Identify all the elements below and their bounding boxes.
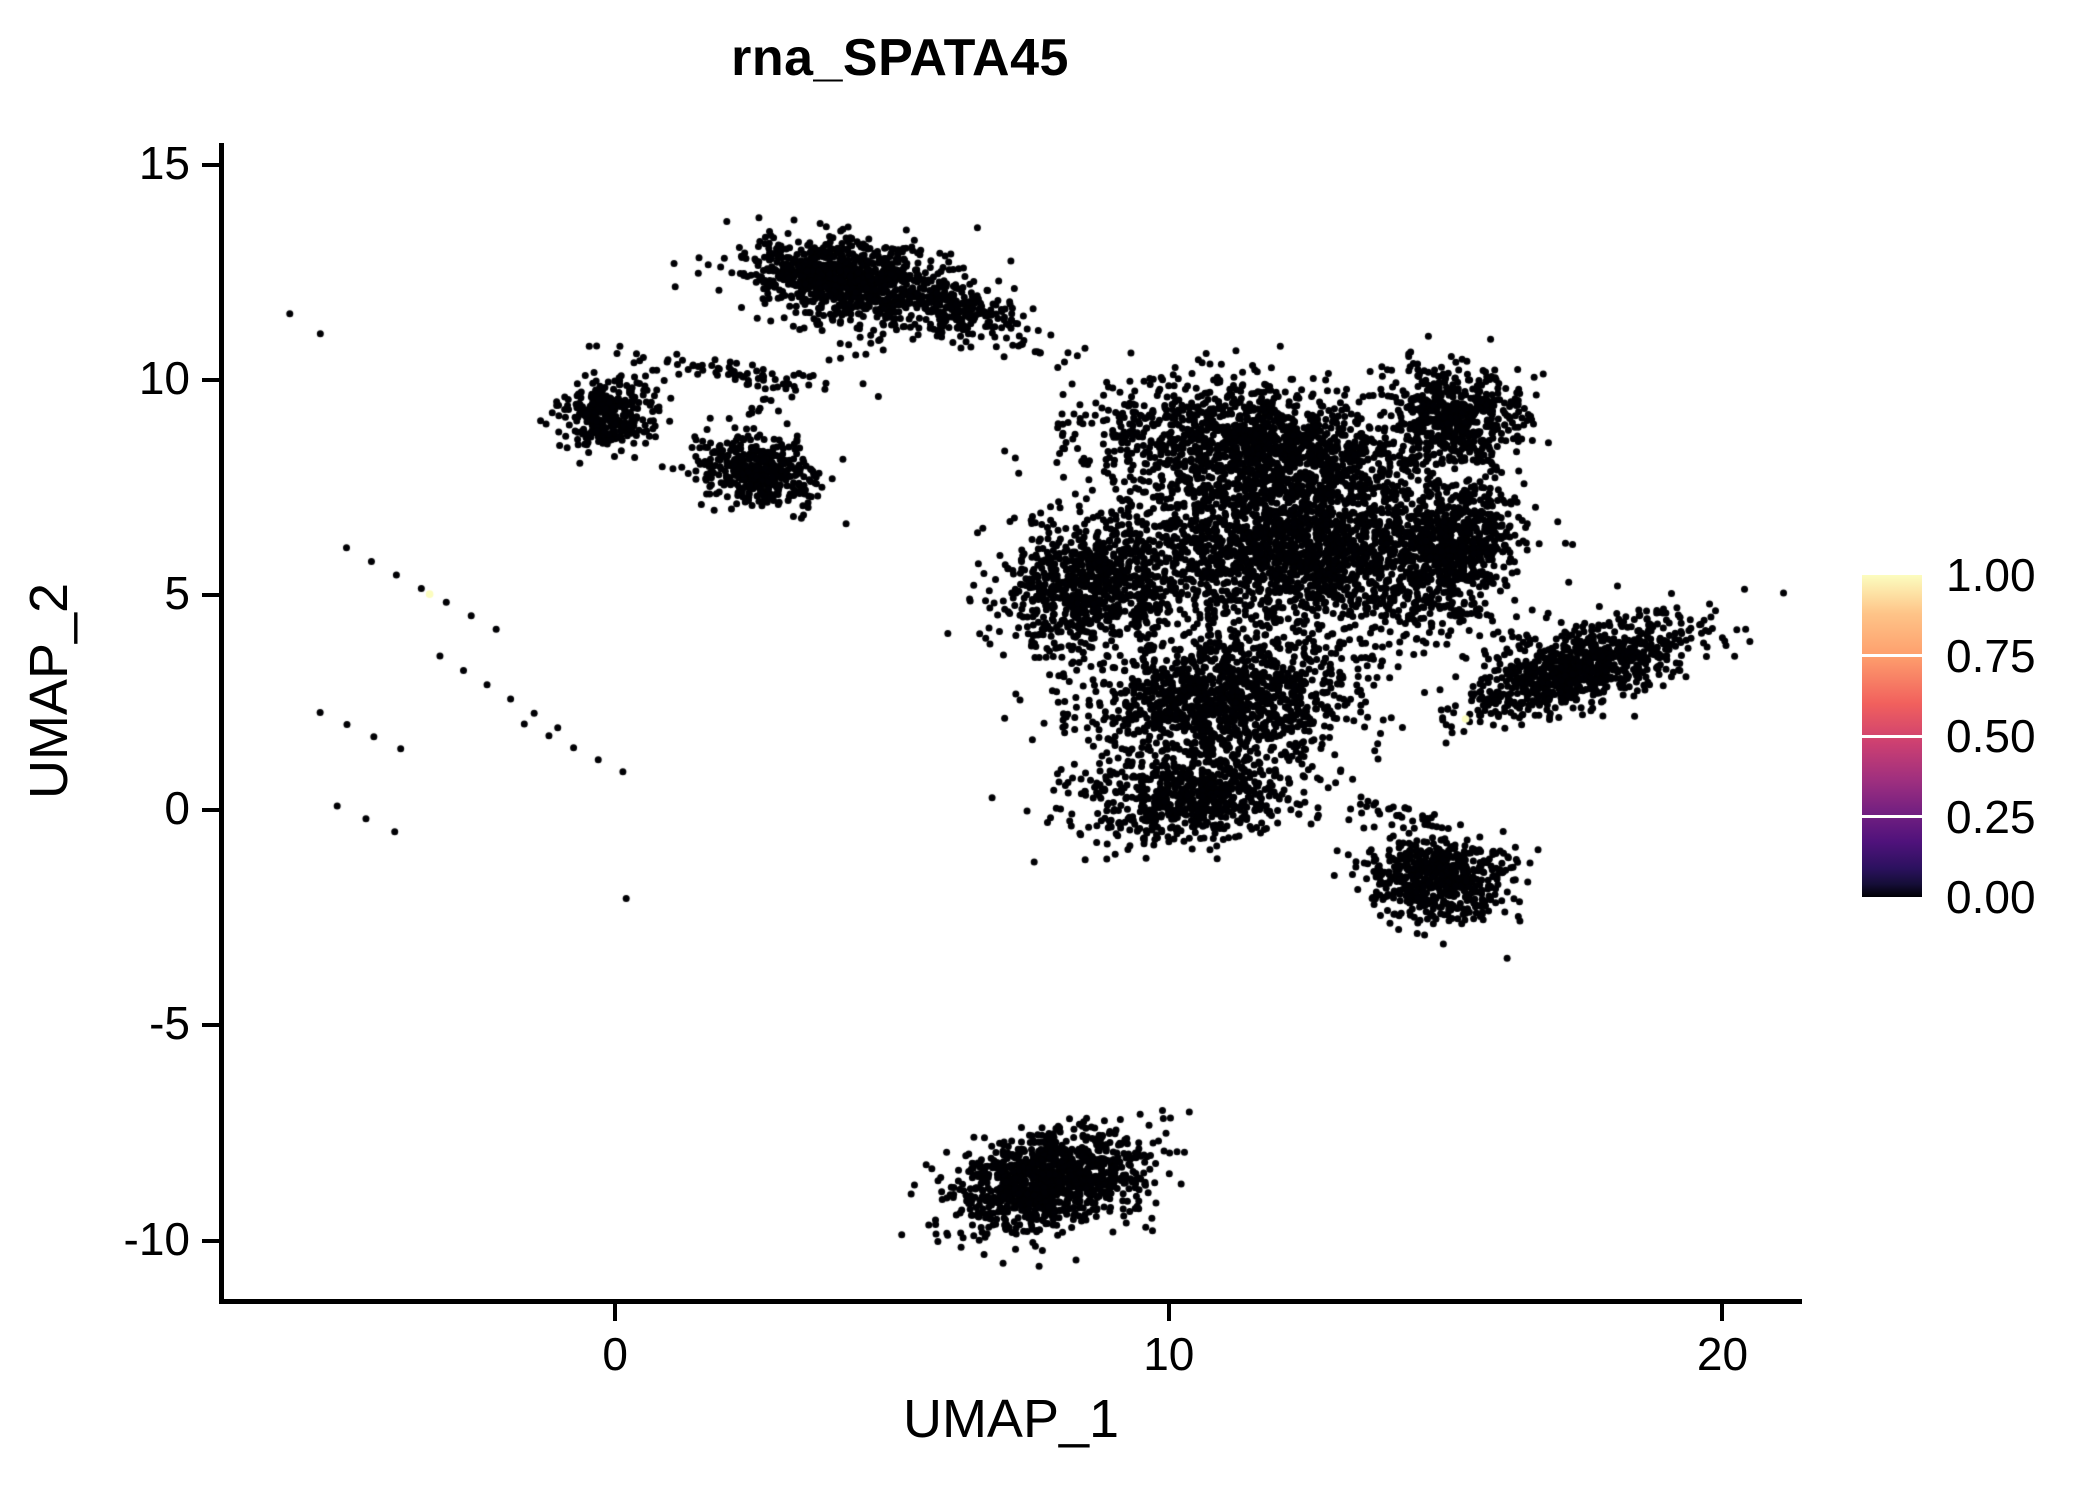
x-axis-tick-label: 20 xyxy=(1696,1328,1749,1380)
color-legend: 0.00 0.25 0.50 0.75 1.00 xyxy=(1862,549,2082,923)
x-axis-tick xyxy=(1166,1304,1171,1321)
colorbar-label: 0.50 xyxy=(1946,710,2036,762)
colorbar-tick xyxy=(1862,815,1922,818)
y-axis-title: UMAP_2 xyxy=(19,582,79,800)
y-axis-tick-label: -5 xyxy=(149,997,190,1050)
x-axis-tick xyxy=(1720,1304,1725,1321)
x-axis-tick-label: 0 xyxy=(602,1328,628,1380)
y-axis-tick xyxy=(202,162,219,167)
y-axis-tick xyxy=(202,1238,219,1243)
y-axis-tick-label: 10 xyxy=(138,351,190,404)
y-axis-spine xyxy=(219,143,224,1304)
y-axis-tick xyxy=(202,377,219,382)
x-axis-spine xyxy=(219,1299,1802,1304)
colorbar-tick xyxy=(1862,734,1922,738)
colorbar-label: 0.25 xyxy=(1946,790,2036,843)
colorbar-label: 0.00 xyxy=(1946,871,2036,923)
y-axis-tick-label: -10 xyxy=(123,1212,190,1265)
y-axis-tick xyxy=(202,808,219,813)
y-axis-tick-label: 15 xyxy=(138,136,190,189)
colorbar-label: 1.00 xyxy=(1946,549,2036,601)
y-axis-tick-label: 0 xyxy=(164,782,190,835)
x-axis-tick xyxy=(613,1304,618,1321)
page-title: rna_SPATA45 xyxy=(731,29,1069,87)
y-axis-tick-label: 5 xyxy=(164,567,190,619)
x-axis-title: UMAP_1 xyxy=(902,1389,1120,1449)
colorbar-tick xyxy=(1862,654,1922,657)
colorbar-label: 0.75 xyxy=(1946,629,2036,682)
y-axis-tick xyxy=(202,1023,219,1028)
scatter-plot-canvas xyxy=(222,143,1800,1301)
x-axis-tick-label: 10 xyxy=(1143,1328,1195,1380)
plot-panel xyxy=(222,143,1800,1301)
y-axis-tick xyxy=(202,593,219,597)
